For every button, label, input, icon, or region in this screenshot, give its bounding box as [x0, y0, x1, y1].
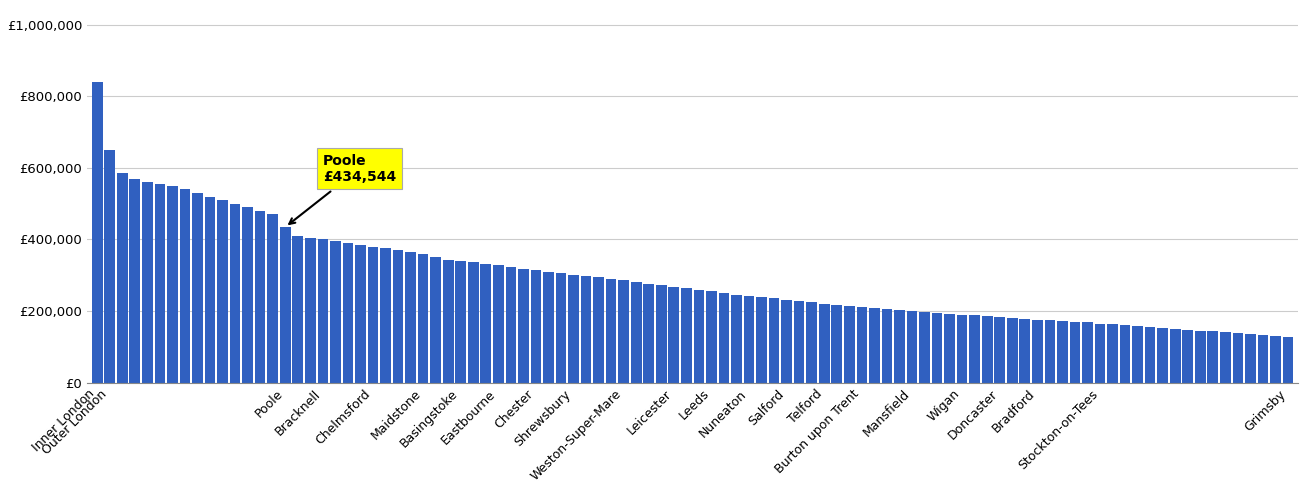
Text: Poole
£434,544: Poole £434,544 [290, 153, 397, 224]
Bar [994, 317, 1005, 383]
Bar [1082, 322, 1092, 383]
Bar [292, 236, 303, 383]
Bar [744, 296, 754, 383]
Bar [279, 227, 291, 383]
Bar [543, 271, 553, 383]
Bar [205, 196, 215, 383]
Bar [305, 238, 316, 383]
Bar [606, 279, 616, 383]
Bar [1133, 326, 1143, 383]
Bar [981, 317, 993, 383]
Bar [831, 305, 842, 383]
Bar [1144, 327, 1155, 383]
Bar [167, 186, 177, 383]
Bar [91, 82, 103, 383]
Bar [619, 280, 629, 383]
Bar [343, 243, 354, 383]
Bar [1070, 322, 1081, 383]
Bar [230, 204, 240, 383]
Bar [1195, 331, 1206, 383]
Bar [480, 264, 491, 383]
Bar [406, 252, 416, 383]
Bar [1107, 324, 1118, 383]
Bar [1220, 333, 1231, 383]
Bar [1169, 329, 1181, 383]
Bar [820, 303, 830, 383]
Bar [418, 254, 428, 383]
Bar [180, 190, 191, 383]
Bar [782, 300, 792, 383]
Bar [442, 260, 454, 383]
Bar [368, 246, 378, 383]
Bar [793, 301, 804, 383]
Bar [455, 261, 466, 383]
Bar [844, 306, 855, 383]
Bar [1258, 335, 1268, 383]
Bar [970, 315, 980, 383]
Bar [919, 312, 930, 383]
Bar [317, 240, 328, 383]
Bar [894, 310, 904, 383]
Bar [556, 273, 566, 383]
Bar [643, 284, 654, 383]
Bar [731, 294, 741, 383]
Bar [681, 288, 692, 383]
Bar [243, 207, 253, 383]
Bar [1120, 325, 1130, 383]
Bar [756, 297, 767, 383]
Bar [505, 268, 517, 383]
Bar [1019, 319, 1030, 383]
Bar [869, 308, 880, 383]
Bar [594, 277, 604, 383]
Bar [568, 274, 579, 383]
Bar [932, 313, 942, 383]
Bar [1095, 323, 1105, 383]
Bar [142, 182, 153, 383]
Bar [217, 200, 228, 383]
Bar [330, 241, 341, 383]
Bar [117, 173, 128, 383]
Bar [192, 193, 202, 383]
Bar [518, 269, 529, 383]
Bar [668, 287, 679, 383]
Bar [254, 211, 265, 383]
Bar [1207, 331, 1218, 383]
Bar [1232, 333, 1244, 383]
Bar [769, 298, 779, 383]
Bar [856, 307, 867, 383]
Bar [393, 250, 403, 383]
Bar [468, 262, 479, 383]
Bar [581, 276, 591, 383]
Bar [719, 293, 729, 383]
Bar [154, 184, 166, 383]
Bar [907, 311, 917, 383]
Bar [806, 302, 817, 383]
Bar [957, 315, 967, 383]
Bar [882, 309, 893, 383]
Bar [1044, 320, 1056, 383]
Bar [945, 314, 955, 383]
Bar [1032, 319, 1043, 383]
Bar [493, 265, 504, 383]
Bar [1283, 337, 1293, 383]
Bar [1270, 336, 1280, 383]
Bar [355, 245, 365, 383]
Bar [380, 248, 390, 383]
Bar [1245, 334, 1255, 383]
Bar [129, 179, 140, 383]
Bar [1182, 330, 1193, 383]
Bar [706, 292, 716, 383]
Bar [268, 215, 278, 383]
Bar [1158, 328, 1168, 383]
Bar [630, 282, 642, 383]
Bar [431, 257, 441, 383]
Bar [104, 150, 115, 383]
Bar [693, 290, 705, 383]
Bar [1007, 318, 1018, 383]
Bar [1057, 321, 1067, 383]
Bar [656, 285, 667, 383]
Bar [531, 270, 542, 383]
